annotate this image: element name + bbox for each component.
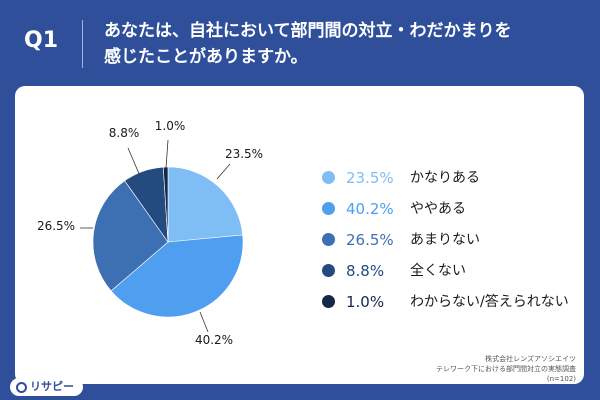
legend-percent: 1.0% — [346, 293, 385, 311]
pie-slice — [110, 234, 244, 318]
data-label: 26.5% — [37, 219, 75, 233]
pie-slice — [92, 180, 169, 292]
data-label: 40.2% — [195, 333, 233, 347]
legend-percent: 8.8% — [346, 262, 385, 280]
legend-swatch — [322, 171, 335, 184]
header-divider — [82, 20, 83, 68]
legend-swatch — [322, 264, 335, 277]
legend-label: 全くない — [410, 263, 466, 279]
source-company: 株式会社レンズアソシエイツ — [485, 355, 576, 363]
leader-line — [165, 139, 169, 169]
leader-line — [216, 163, 231, 180]
brand-logo: リサピー — [10, 378, 83, 396]
header: Q1 あなたは、自社において部門間の対立・わだかまりを 感じたことがありますか。 — [0, 0, 600, 84]
data-label: 23.5% — [225, 147, 263, 161]
leader-line — [199, 311, 209, 333]
legend-percent: 23.5% — [346, 169, 394, 187]
leader-line — [127, 147, 141, 177]
data-label: 8.8% — [109, 126, 140, 140]
legend-label: かなりある — [410, 170, 480, 186]
question-line-1: あなたは、自社において部門間の対立・わだかまりを — [104, 21, 512, 41]
legend-percent: 26.5% — [346, 231, 394, 249]
logo-icon — [16, 381, 27, 393]
question-line-2: 感じたことがありますか。 — [104, 47, 308, 67]
source-survey: テレワーク下における部門間対立の実態調査 — [436, 365, 576, 373]
logo-text: リサピー — [30, 380, 74, 393]
question-text: あなたは、自社において部門間の対立・わだかまりを 感じたことがありますか。 — [104, 18, 584, 70]
legend-percent: 40.2% — [346, 200, 394, 218]
legend-swatch — [322, 233, 335, 246]
pie-slice — [162, 166, 169, 243]
question-number: Q1 — [24, 28, 59, 53]
legend-swatch — [322, 295, 335, 308]
pie-slice — [167, 166, 243, 243]
legend-label: ややある — [410, 201, 466, 217]
legend-label: わからない/答えられない — [410, 294, 569, 310]
data-label: 1.0% — [155, 119, 186, 133]
legend-label: あまりない — [410, 232, 480, 248]
source-sample-size: (n=102) — [546, 375, 576, 383]
legend-swatch — [322, 202, 335, 215]
source-note: 株式会社レンズアソシエイツ テレワーク下における部門間対立の実態調査 (n=10… — [436, 354, 576, 384]
